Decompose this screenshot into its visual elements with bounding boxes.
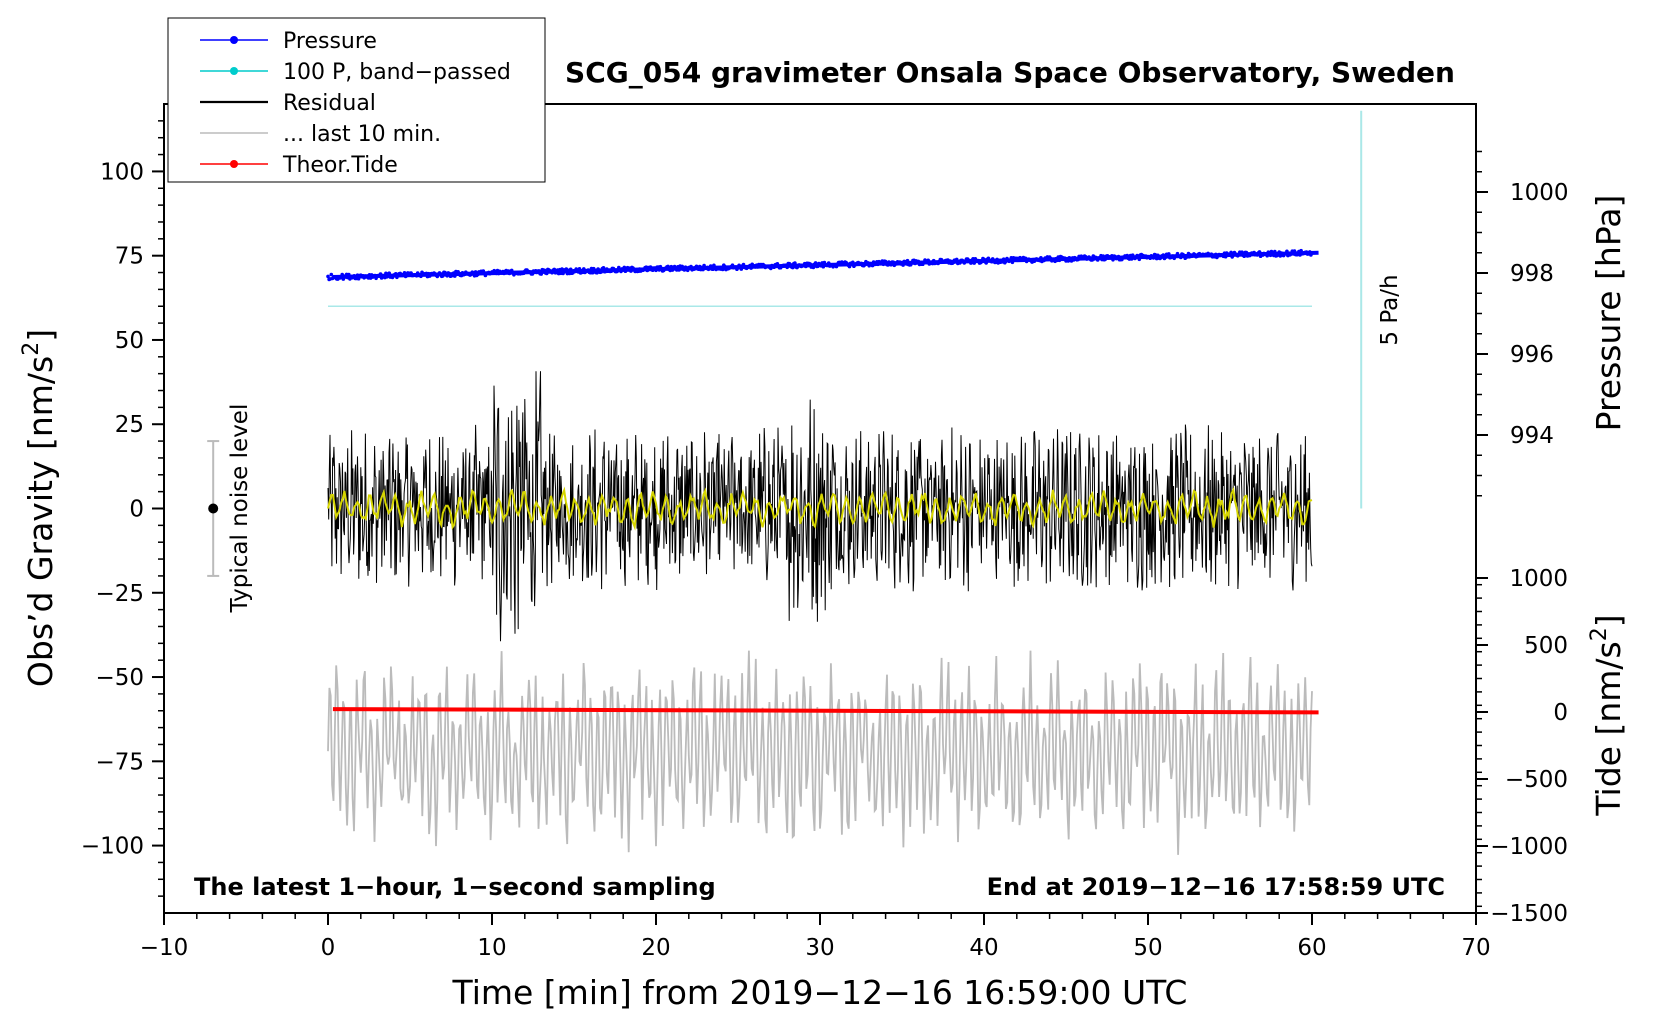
x-tick-label: 70 [1461, 935, 1490, 961]
y-tick-label: 25 [115, 412, 144, 438]
tide-tick-label: 0 [1553, 700, 1568, 726]
y-axis-label-tide: Tide [nm/s2] [1587, 614, 1628, 816]
x-tick-label: −10 [140, 935, 189, 961]
x-tick-label: 10 [477, 935, 506, 961]
residual-smoothed-line [327, 486, 1313, 531]
annotation-end-time: End at 2019−12−16 17:58:59 UTC [987, 873, 1445, 901]
last-10-min-line [327, 650, 1313, 855]
legend-marker [230, 160, 238, 168]
y-tick-label: −75 [95, 749, 144, 775]
y-tick-label: 100 [100, 159, 144, 185]
legend-label: 100 P, band−passed [283, 60, 511, 85]
tide-tick-label: −500 [1505, 767, 1568, 793]
legend-label: Pressure [283, 29, 377, 54]
pressure-point [329, 272, 334, 277]
x-tick-label: 0 [321, 935, 336, 961]
legend-label: Theor.Tide [282, 153, 398, 178]
x-tick-label: 30 [805, 935, 834, 961]
y-tick-label: −50 [95, 665, 144, 691]
legend-label: Residual [283, 91, 376, 116]
y-axis-label-left: Obs’d Gravity [nm/s2] [19, 329, 60, 687]
y-axis-label-pressure: Pressure [hPa] [1589, 195, 1628, 432]
tide-tick-label: 500 [1524, 633, 1568, 659]
pressure-point [326, 274, 330, 279]
pressure-tick-label: 996 [1510, 342, 1554, 368]
legend-label: ... last 10 min. [283, 122, 441, 147]
y-tick-label: 75 [115, 244, 144, 270]
residual-line [327, 371, 1313, 642]
x-tick-label: 20 [641, 935, 670, 961]
legend-box [167, 17, 546, 183]
y-tick-label: 0 [129, 497, 144, 523]
theoretical-tide-line [332, 707, 1319, 715]
tide-tick-label: −1000 [1490, 834, 1568, 860]
annotation-sampling: The latest 1−hour, 1−second sampling [194, 873, 716, 901]
data-series [207, 110, 1363, 855]
axis-ticks: −10 0 10 20 30 40 50 60 701007550250−25−50−75−10… [81, 120, 1569, 961]
x-tick-label: 60 [1297, 935, 1326, 961]
pressure-tick-label: 994 [1510, 423, 1554, 449]
chart-title: SCG_054 gravimeter Onsala Space Observat… [565, 56, 1455, 89]
y-tick-label: 50 [115, 328, 144, 354]
legend: Pressure 100 P, band−passed Residual ... la… [167, 17, 546, 183]
noise-bar-center [208, 503, 219, 514]
noise-bar-label: Typical noise level [227, 404, 253, 614]
y-tick-label: −100 [81, 834, 144, 860]
y-tick-label: −25 [95, 581, 144, 607]
rate-bar-label: 5 Pa/h [1377, 274, 1403, 345]
legend-marker [230, 36, 238, 44]
x-tick-label: 40 [969, 935, 998, 961]
tide-tick-label: 1000 [1509, 566, 1568, 592]
pressure-line [332, 250, 1319, 280]
pressure-tick-label: 998 [1510, 261, 1554, 287]
pressure-tick-label: 1000 [1510, 180, 1569, 206]
tide-tick-label: −1500 [1490, 901, 1568, 927]
legend-marker [230, 67, 238, 75]
x-axis-label: Time [min] from 2019−12−16 16:59:00 UTC [452, 973, 1188, 1012]
x-tick-label: 50 [1133, 935, 1162, 961]
